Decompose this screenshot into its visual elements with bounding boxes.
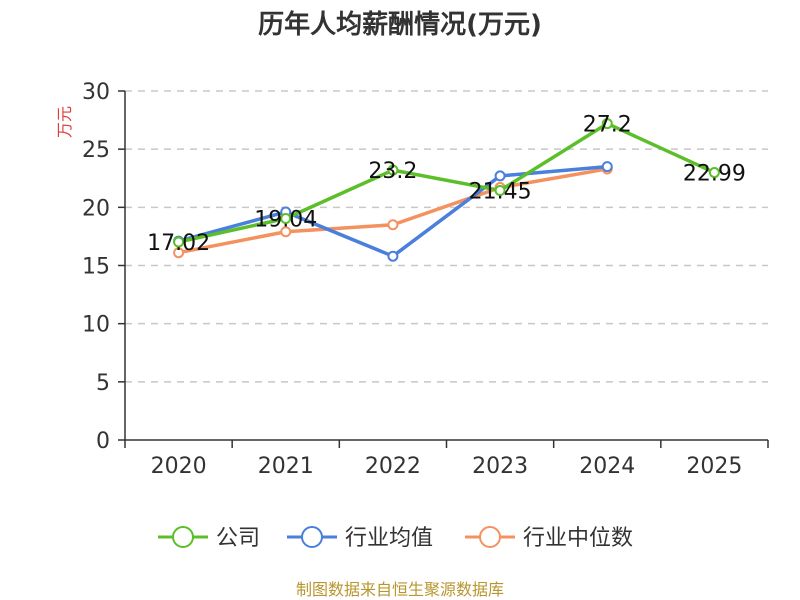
x-tick-label: 2021 <box>258 454 314 479</box>
x-tick-label: 2023 <box>472 454 528 479</box>
y-tick-label: 5 <box>96 371 110 396</box>
data-point <box>601 118 613 130</box>
data-labels: 17.02 19.04 23.2 21.45 27.2 22.99 <box>147 113 746 256</box>
data-label: 22.99 <box>683 162 746 187</box>
chart-title: 历年人均薪酬情况(万元) <box>258 9 542 40</box>
data-point <box>387 250 399 262</box>
legend-marker <box>479 526 501 548</box>
x-tick-label: 2024 <box>579 454 635 479</box>
data-point <box>601 161 613 173</box>
x-tick-label: 2025 <box>686 454 742 479</box>
series-line-0 <box>176 121 717 244</box>
data-point <box>708 167 720 179</box>
y-axis-label: 万元 <box>55 106 74 138</box>
axes <box>118 90 769 448</box>
x-tick-labels: 2020 2021 2022 2023 2024 2025 <box>151 454 743 479</box>
y-tick-label: 0 <box>96 429 110 454</box>
data-label: 21.45 <box>469 179 532 204</box>
data-point <box>280 213 292 225</box>
legend-label: 行业中位数 <box>523 526 633 551</box>
source-note: 制图数据来自恒生聚源数据库 <box>296 580 504 599</box>
legend: 公司 行业均值 行业中位数 <box>158 526 633 551</box>
y-tick-label: 25 <box>82 138 110 163</box>
x-tick-label: 2022 <box>365 454 421 479</box>
data-point <box>387 219 399 231</box>
legend-label: 行业均值 <box>345 526 433 551</box>
y-tick-label: 10 <box>82 313 110 338</box>
data-label: 23.2 <box>368 159 417 184</box>
data-label: 17.02 <box>147 231 210 256</box>
data-point <box>494 170 506 182</box>
y-tick-label: 20 <box>82 196 110 221</box>
legend-marker <box>301 526 323 548</box>
y-tick-label: 15 <box>82 255 110 280</box>
legend-marker <box>172 526 194 548</box>
y-tick-label: 30 <box>82 80 110 105</box>
grid-lines <box>125 90 768 383</box>
data-label: 19.04 <box>254 208 317 233</box>
data-point <box>173 247 185 259</box>
y-tick-labels: 0 5 10 15 20 25 30 <box>82 80 110 454</box>
data-point <box>387 164 399 176</box>
data-point <box>280 226 292 238</box>
legend-label: 公司 <box>216 526 260 551</box>
series-layer <box>173 118 720 262</box>
data-label: 27.2 <box>583 113 632 138</box>
data-point <box>494 184 506 196</box>
x-tick-label: 2020 <box>151 454 207 479</box>
data-point <box>173 236 185 248</box>
